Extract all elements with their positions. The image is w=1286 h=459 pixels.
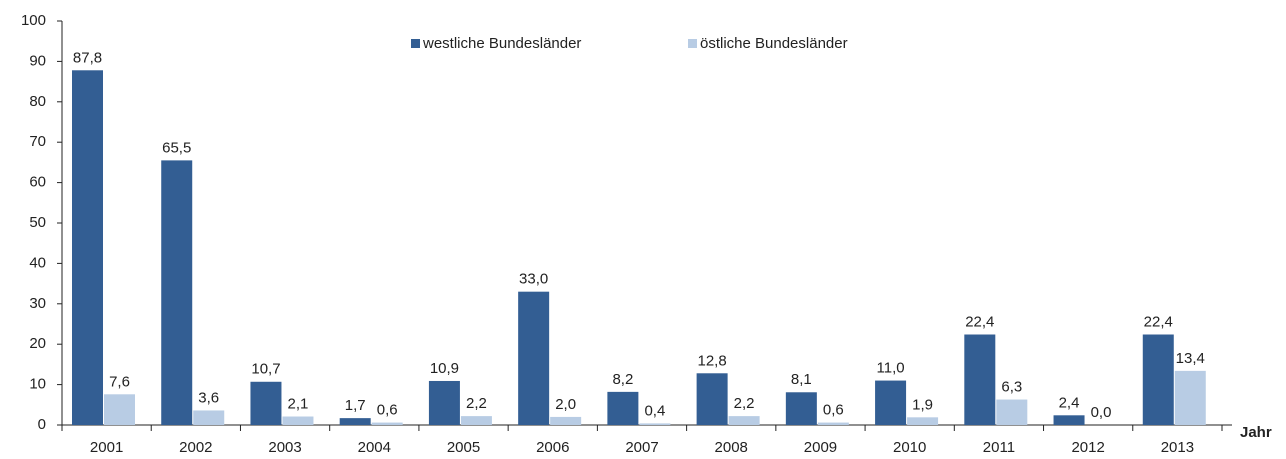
- value-label: 0,0: [1091, 404, 1112, 421]
- x-tick-label: 2012: [1071, 439, 1104, 456]
- value-label: 2,0: [555, 396, 576, 413]
- x-tick-label: 2004: [358, 439, 391, 456]
- legend-label: östliche Bundesländer: [700, 35, 848, 52]
- y-tick-label: 40: [29, 254, 46, 271]
- value-label: 1,9: [912, 396, 933, 413]
- bar: [639, 423, 671, 425]
- bar: [1053, 415, 1085, 425]
- x-tick-label: 2013: [1161, 439, 1194, 456]
- value-label: 8,1: [791, 371, 812, 388]
- x-tick-label: 2010: [893, 439, 926, 456]
- y-tick-label: 60: [29, 174, 46, 191]
- value-label: 2,4: [1059, 394, 1080, 411]
- value-label: 22,4: [1144, 313, 1173, 330]
- y-tick-label: 50: [29, 214, 46, 231]
- y-tick-label: 70: [29, 133, 46, 150]
- x-tick-label: 2009: [804, 439, 837, 456]
- value-label: 33,0: [519, 271, 548, 288]
- bar: [518, 291, 550, 425]
- x-tick-label: 2001: [90, 439, 123, 456]
- bar: [607, 391, 639, 425]
- value-label: 65,5: [162, 139, 191, 156]
- bar: [460, 416, 492, 425]
- value-label: 8,2: [612, 371, 633, 388]
- x-tick-label: 2008: [715, 439, 748, 456]
- y-tick-label: 20: [29, 335, 46, 352]
- bar: [550, 416, 582, 425]
- value-label: 2,2: [466, 395, 487, 412]
- value-label: 0,6: [823, 402, 844, 419]
- x-axis-label: Jahr: [1240, 424, 1272, 441]
- bar: [72, 70, 103, 426]
- y-tick-label: 80: [29, 93, 46, 110]
- bar: [428, 380, 460, 425]
- bar: [1142, 334, 1174, 425]
- bar: [371, 422, 403, 425]
- y-tick-label: 0: [38, 416, 46, 433]
- bar: [817, 422, 849, 425]
- x-tick-label: 2011: [983, 439, 1015, 456]
- y-tick-label: 10: [29, 376, 46, 393]
- y-tick-label: 100: [21, 12, 46, 29]
- value-label: 87,8: [73, 49, 102, 66]
- value-label: 11,0: [877, 360, 905, 377]
- bar: [282, 416, 314, 425]
- legend-label: westliche Bundesländer: [422, 35, 581, 52]
- y-tick-label: 90: [29, 52, 46, 69]
- bar: [785, 392, 817, 425]
- bar: [193, 410, 225, 425]
- bar: [964, 334, 996, 425]
- value-label: 6,3: [1001, 379, 1022, 396]
- bar: [996, 399, 1028, 425]
- bar: [161, 160, 193, 425]
- x-tick-label: 2007: [625, 439, 658, 456]
- x-tick-label: 2006: [536, 439, 569, 456]
- value-label: 2,1: [288, 395, 309, 412]
- x-tick-label: 2002: [179, 439, 212, 456]
- x-tick-label: 2005: [447, 439, 480, 456]
- value-label: 12,8: [698, 352, 727, 369]
- value-label: 0,6: [377, 402, 398, 419]
- value-label: 0,4: [644, 402, 665, 419]
- value-label: 22,4: [965, 313, 994, 330]
- bar: [104, 394, 135, 425]
- bar: [250, 381, 282, 425]
- bar: [696, 373, 728, 425]
- bar: [1174, 370, 1206, 425]
- y-tick-label: 30: [29, 295, 46, 312]
- value-label: 13,4: [1176, 350, 1205, 367]
- value-label: 2,2: [734, 395, 755, 412]
- x-tick-label: 2003: [268, 439, 301, 456]
- value-label: 7,6: [109, 373, 130, 390]
- value-label: 3,6: [198, 389, 219, 406]
- bar: [875, 380, 907, 425]
- value-label: 10,9: [430, 360, 459, 377]
- value-label: 1,7: [345, 397, 366, 414]
- value-label: 10,7: [251, 361, 280, 378]
- legend-swatch: [411, 39, 420, 48]
- bar: [907, 417, 939, 425]
- legend-swatch: [688, 39, 697, 48]
- bar: [728, 416, 760, 425]
- bar: [339, 418, 371, 425]
